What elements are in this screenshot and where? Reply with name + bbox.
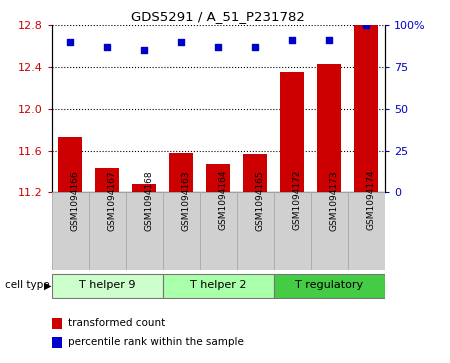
Bar: [95, 168, 119, 192]
Bar: [274, 192, 311, 270]
Bar: [132, 184, 156, 192]
Point: [178, 39, 185, 45]
Text: GSM1094164: GSM1094164: [218, 170, 227, 231]
Bar: [52, 274, 163, 298]
Bar: [52, 192, 89, 270]
Point: [363, 23, 370, 28]
Text: T helper 9: T helper 9: [79, 280, 135, 290]
Text: GSM1094167: GSM1094167: [107, 170, 116, 231]
Point: [104, 44, 111, 50]
Text: percentile rank within the sample: percentile rank within the sample: [68, 337, 244, 347]
Text: cell type: cell type: [5, 280, 50, 290]
Text: GSM1094163: GSM1094163: [181, 170, 190, 231]
Bar: [317, 64, 341, 192]
Text: GSM1094168: GSM1094168: [144, 170, 153, 231]
Bar: [163, 274, 274, 298]
Point: [67, 39, 74, 45]
Bar: [348, 192, 385, 270]
Text: T regulatory: T regulatory: [295, 280, 363, 290]
Point: [288, 37, 296, 43]
Point: [252, 44, 259, 50]
Bar: [311, 192, 348, 270]
Bar: [206, 164, 230, 192]
Bar: [126, 192, 163, 270]
Bar: [243, 154, 267, 192]
Text: GSM1094166: GSM1094166: [70, 170, 79, 231]
Bar: [354, 23, 378, 192]
Bar: [274, 274, 385, 298]
Text: GSM1094173: GSM1094173: [329, 170, 338, 231]
Text: GSM1094172: GSM1094172: [292, 170, 301, 231]
Title: GDS5291 / A_51_P231782: GDS5291 / A_51_P231782: [131, 10, 305, 23]
Text: T helper 2: T helper 2: [190, 280, 247, 290]
Bar: [89, 192, 126, 270]
Bar: [58, 137, 82, 192]
Bar: [237, 192, 274, 270]
Text: transformed count: transformed count: [68, 318, 166, 328]
Bar: [200, 192, 237, 270]
Bar: [163, 192, 200, 270]
Point: [326, 37, 333, 43]
Point: [215, 44, 222, 50]
Point: [141, 48, 148, 53]
Text: ▶: ▶: [44, 280, 52, 290]
Bar: [169, 153, 193, 192]
Text: GSM1094165: GSM1094165: [255, 170, 264, 231]
Bar: [280, 72, 304, 192]
Text: GSM1094174: GSM1094174: [366, 170, 375, 231]
